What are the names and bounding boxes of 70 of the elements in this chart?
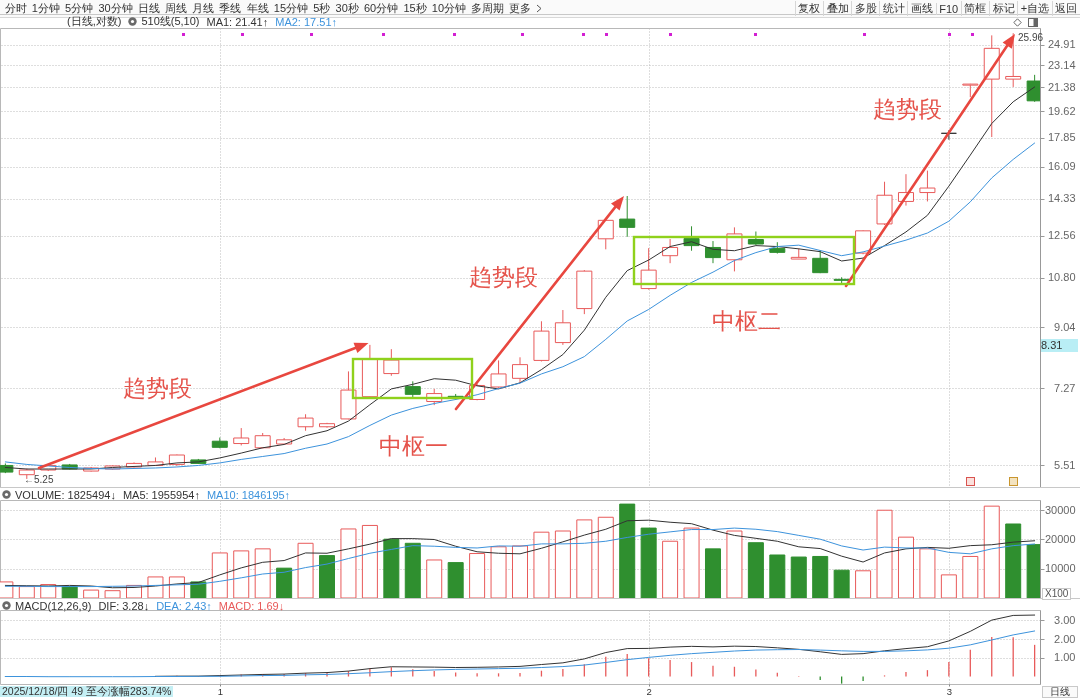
legend-title: VOLUME: 1825494↓ [15,488,116,501]
text: DEA: 2.43↑ [156,599,212,612]
text: 叠加 [822,1,852,16]
annotation: 25.96 [1018,32,1044,44]
y-tick-label: 3.00 [1054,613,1076,626]
annotation: ←5.25 [24,474,54,486]
text: 多周期 [470,1,506,16]
y-tick-label: 30000 [1044,503,1076,516]
annotation: 2025/12/18/四 49 至今涨幅283.74% [0,685,174,697]
text: 30秒 [334,1,360,16]
text: 1分钟 [30,1,61,16]
text: 10分钟 [430,1,468,16]
y-tick-label: 14.33 [1047,192,1076,205]
text: +自选 [1017,1,1052,16]
text: 更多 [508,1,533,16]
y-tick-label: 17.85 [1047,131,1076,144]
text: 5分钟 [64,1,95,16]
y-tick-label: 12.56 [1047,229,1076,242]
annotation: 趋势段 [122,375,192,401]
annotation: 中枢一 [378,433,448,459]
annotation: 趋势段 [872,96,942,122]
y-tick-label: 19.62 [1047,104,1076,117]
y-tick-label: 23.14 [1047,58,1076,71]
annotation: 中枢二 [711,308,781,334]
text: 统计 [879,1,908,16]
text: 5秒 [312,1,332,16]
text: 标记 [989,1,1018,16]
y-tick-label: 16.09 [1047,160,1076,173]
y-tick-label: 24.91 [1047,38,1076,51]
y-tick-label: 10.80 [1047,271,1076,284]
text: 季线 [218,1,243,16]
text: MA1: 21.41↑ [206,15,269,28]
text: 15分钟 [272,1,310,16]
text: 日线 [1042,686,1078,698]
text: 月线 [191,1,216,16]
text: 15秒 [402,1,428,16]
legend-title: MACD(12,26,9) [15,599,92,612]
y-tick-label: 9.04 [1054,320,1076,333]
text: MACD: 1.69↓ [218,599,285,612]
x-tick-label: 1 [217,685,223,697]
text: 8.31 [1041,339,1078,352]
text: 日线 [136,1,161,16]
y-tick-label: 1.00 [1054,651,1076,664]
text: F10 [935,2,961,15]
text: 年线 [245,1,270,16]
text: MA2: 17.51↑ [275,15,338,28]
legend-title: 510线(5,10) [141,14,200,29]
y-tick-label: 5.51 [1054,458,1076,471]
text: 多股 [851,1,880,16]
chart-title: (日线,对数) [67,14,122,29]
annotation: 趋势段 [468,264,538,290]
y-tick-label: 10000 [1044,562,1076,575]
y-tick-label: 7.27 [1054,381,1076,394]
text: 周线 [164,1,189,16]
text: 简框 [960,1,989,16]
text: MA10: 1846195↑ [206,488,291,501]
text: 画线 [907,1,936,16]
text: 复权 [794,1,823,16]
x-tick-label: 3 [946,685,953,697]
text: DIF: 3.28↓ [98,599,150,612]
y-axis-title: X100 [1042,588,1072,600]
y-tick-label: 20000 [1044,532,1076,545]
text: 60分钟 [362,1,400,16]
text: 30分钟 [97,1,134,16]
text: MA5: 1955954↑ [122,488,200,501]
text: 返回 [1051,1,1080,16]
x-tick-label: 2 [646,685,652,697]
text: 分时 [3,1,28,16]
y-tick-label: 2.00 [1054,632,1076,645]
y-tick-label: 21.38 [1047,80,1076,93]
